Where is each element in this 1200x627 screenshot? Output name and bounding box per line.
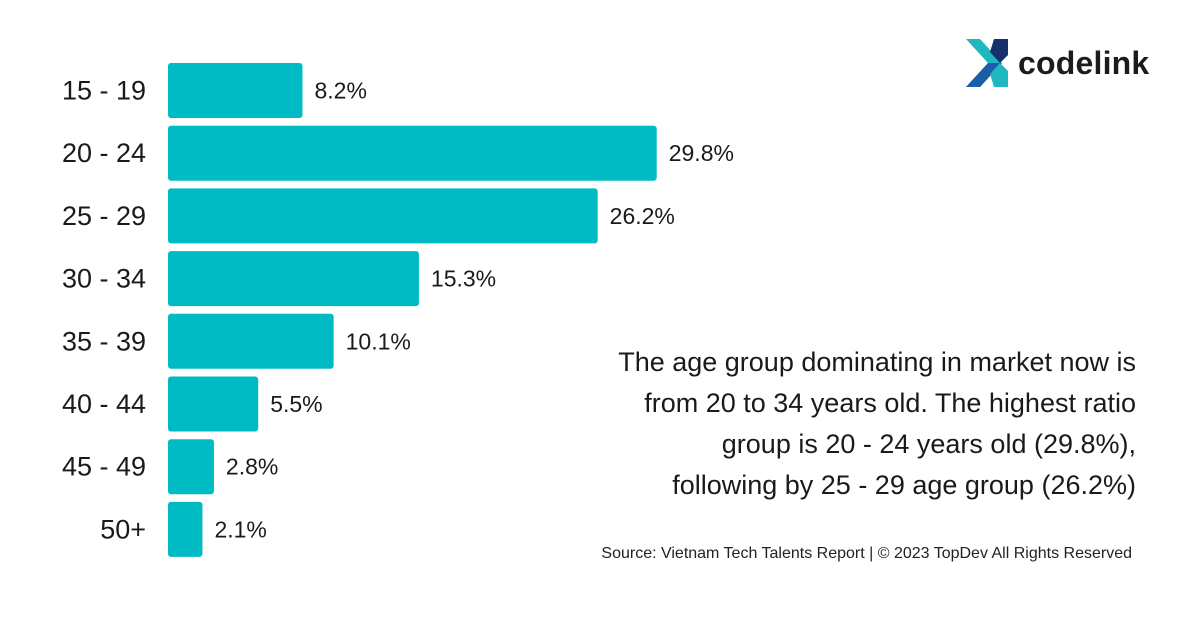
value-label: 8.2%	[314, 78, 366, 104]
category-label: 15 - 19	[62, 76, 146, 106]
value-label: 29.8%	[669, 140, 734, 166]
bar-45-49	[168, 439, 214, 495]
chart-annotation: The age group dominating in market now i…	[496, 342, 1136, 506]
bar-40-44	[168, 376, 259, 432]
value-label: 2.8%	[226, 454, 278, 480]
value-label: 15.3%	[431, 266, 496, 292]
value-label: 5.5%	[270, 391, 322, 417]
value-label: 10.1%	[346, 328, 411, 354]
bar-35-39	[168, 313, 334, 369]
bar-20-24	[168, 125, 657, 181]
codelink-logo-icon	[966, 39, 1008, 87]
annotation-line: The age group dominating in market now i…	[618, 347, 1136, 377]
bar-25-29	[168, 188, 598, 244]
category-label: 50+	[100, 514, 146, 544]
source-note: Source: Vietnam Tech Talents Report | © …	[601, 545, 1132, 562]
category-label: 20 - 24	[62, 138, 146, 168]
category-label: 45 - 49	[62, 452, 146, 482]
value-label: 26.2%	[610, 203, 675, 229]
category-label: 30 - 34	[62, 264, 146, 294]
annotation-line: following by 25 - 29 age group (26.2%)	[672, 470, 1136, 500]
category-label: 35 - 39	[62, 326, 146, 356]
bar-30-34	[168, 251, 419, 307]
codelink-logo: codelink	[962, 32, 1172, 94]
annotation-line: group is 20 - 24 years old (29.8%),	[721, 429, 1136, 459]
bar-50plus	[168, 501, 203, 557]
bar-15-19	[168, 63, 303, 118]
value-label: 2.1%	[214, 516, 266, 542]
codelink-logo-wordmark: codelink	[1018, 44, 1150, 81]
annotation-line: from 20 to 34 years old. The highest rat…	[644, 388, 1136, 418]
category-label: 40 - 44	[62, 389, 146, 419]
category-label: 25 - 29	[62, 201, 146, 231]
